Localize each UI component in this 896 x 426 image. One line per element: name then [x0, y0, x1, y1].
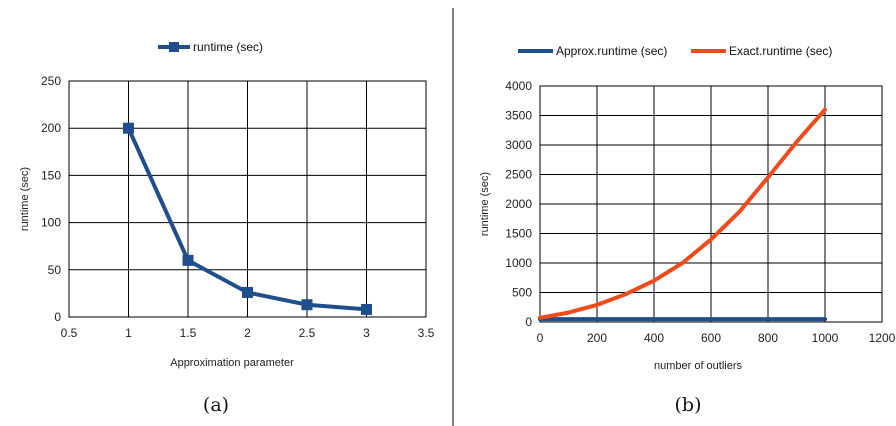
chart-b-y-tick-label: 1500 — [505, 227, 532, 241]
chart-b-y-tick-label: 4000 — [505, 79, 532, 93]
chart-a-gridlines — [68, 80, 427, 318]
chart-a-y-tick-label: 100 — [41, 216, 61, 230]
chart-a-y-tick-label: 50 — [48, 263, 62, 277]
chart-b-series-group — [538, 107, 827, 322]
chart-a-x-tick-label: 2 — [244, 326, 251, 340]
chart-b-series-line-2 — [538, 107, 827, 320]
chart-b-x-tick-label: 800 — [758, 331, 778, 345]
chart-a-x-tick-label: 3 — [363, 326, 370, 340]
chart-a-x-tick-label: 2.5 — [299, 326, 316, 340]
chart-a-y-tick-label: 200 — [41, 121, 61, 135]
chart-b-x-axis-label: number of outliers — [654, 360, 743, 372]
chart-a-y-tick-labels: 0 50 100 150 200 250 — [41, 74, 61, 324]
chart-b-legend-label-exact: Exact.runtime (sec) — [729, 44, 832, 58]
chart-a-x-tick-label: 0.5 — [61, 326, 78, 340]
chart-a-y-axis-label: runtime (sec) — [19, 167, 31, 231]
chart-a-caption: (a) — [203, 394, 229, 416]
chart-b-y-axis-label: runtime (sec) — [479, 172, 491, 236]
chart-b-x-tick-label: 200 — [587, 331, 607, 345]
chart-a-plot-frame — [68, 80, 427, 318]
chart-b-x-tick-label: 600 — [701, 331, 721, 345]
chart-b-caption: (b) — [675, 394, 702, 416]
chart-b-y-tick-label: 3500 — [505, 109, 532, 123]
chart-a-data-point — [123, 122, 134, 134]
chart-a-y-tick-label: 150 — [41, 168, 61, 182]
chart-a-legend: runtime (sec) — [158, 40, 263, 54]
chart-b-plot-frame — [539, 85, 883, 323]
chart-b-x-tick-label: 1000 — [812, 331, 839, 345]
chart-a-legend-label: runtime (sec) — [193, 40, 263, 54]
chart-b-x-tick-labels: 0 200 400 600 800 1000 1200 — [537, 331, 896, 345]
chart-b-legend: Approx.runtime (sec) Exact.runtime (sec) — [518, 44, 832, 58]
chart-b-y-tick-labels: 0 500 1000 1500 2000 2500 3000 3500 4000 — [505, 79, 532, 329]
chart-a-x-tick-label: 1 — [125, 326, 132, 340]
chart-a-y-tick-label: 0 — [54, 310, 61, 324]
chart-a-data-point — [301, 299, 313, 311]
chart-b-gridlines — [539, 85, 883, 323]
chart-a-data-point — [182, 254, 194, 266]
chart-panel-a: 0 50 100 150 200 250 0.5 1 1.5 2 2.5 3 3.5 runtime … — [19, 40, 435, 416]
chart-a-series-group — [123, 122, 372, 315]
chart-b-y-tick-label: 1000 — [505, 256, 532, 270]
chart-b-x-tick-label: 1200 — [869, 331, 896, 345]
chart-a-x-tick-labels: 0.5 1 1.5 2 2.5 3 3.5 — [61, 326, 435, 340]
chart-a-x-tick-label: 1.5 — [180, 326, 197, 340]
chart-b-x-tick-label: 400 — [644, 331, 664, 345]
chart-b-y-tick-label: 3000 — [505, 138, 532, 152]
chart-a-y-tick-label: 250 — [41, 74, 61, 88]
chart-b-y-tick-label: 0 — [525, 315, 532, 329]
chart-a-data-point — [242, 286, 253, 298]
chart-a-x-axis-label: Approximation parameter — [170, 357, 294, 369]
chart-b-x-tick-label: 0 — [537, 331, 544, 345]
chart-b-legend-label-approx: Approx.runtime (sec) — [556, 44, 667, 58]
chart-b-y-tick-label: 2000 — [505, 197, 532, 211]
chart-a-legend-marker — [169, 42, 179, 52]
chart-a-data-point — [361, 303, 372, 315]
chart-b-y-tick-label: 500 — [512, 286, 532, 300]
chart-a-x-tick-label: 3.5 — [418, 326, 435, 340]
chart-panel-b: 0 500 1000 1500 2000 2500 3000 3500 4000 0 200 400… — [479, 44, 896, 416]
chart-b-y-tick-label: 2500 — [505, 168, 532, 182]
